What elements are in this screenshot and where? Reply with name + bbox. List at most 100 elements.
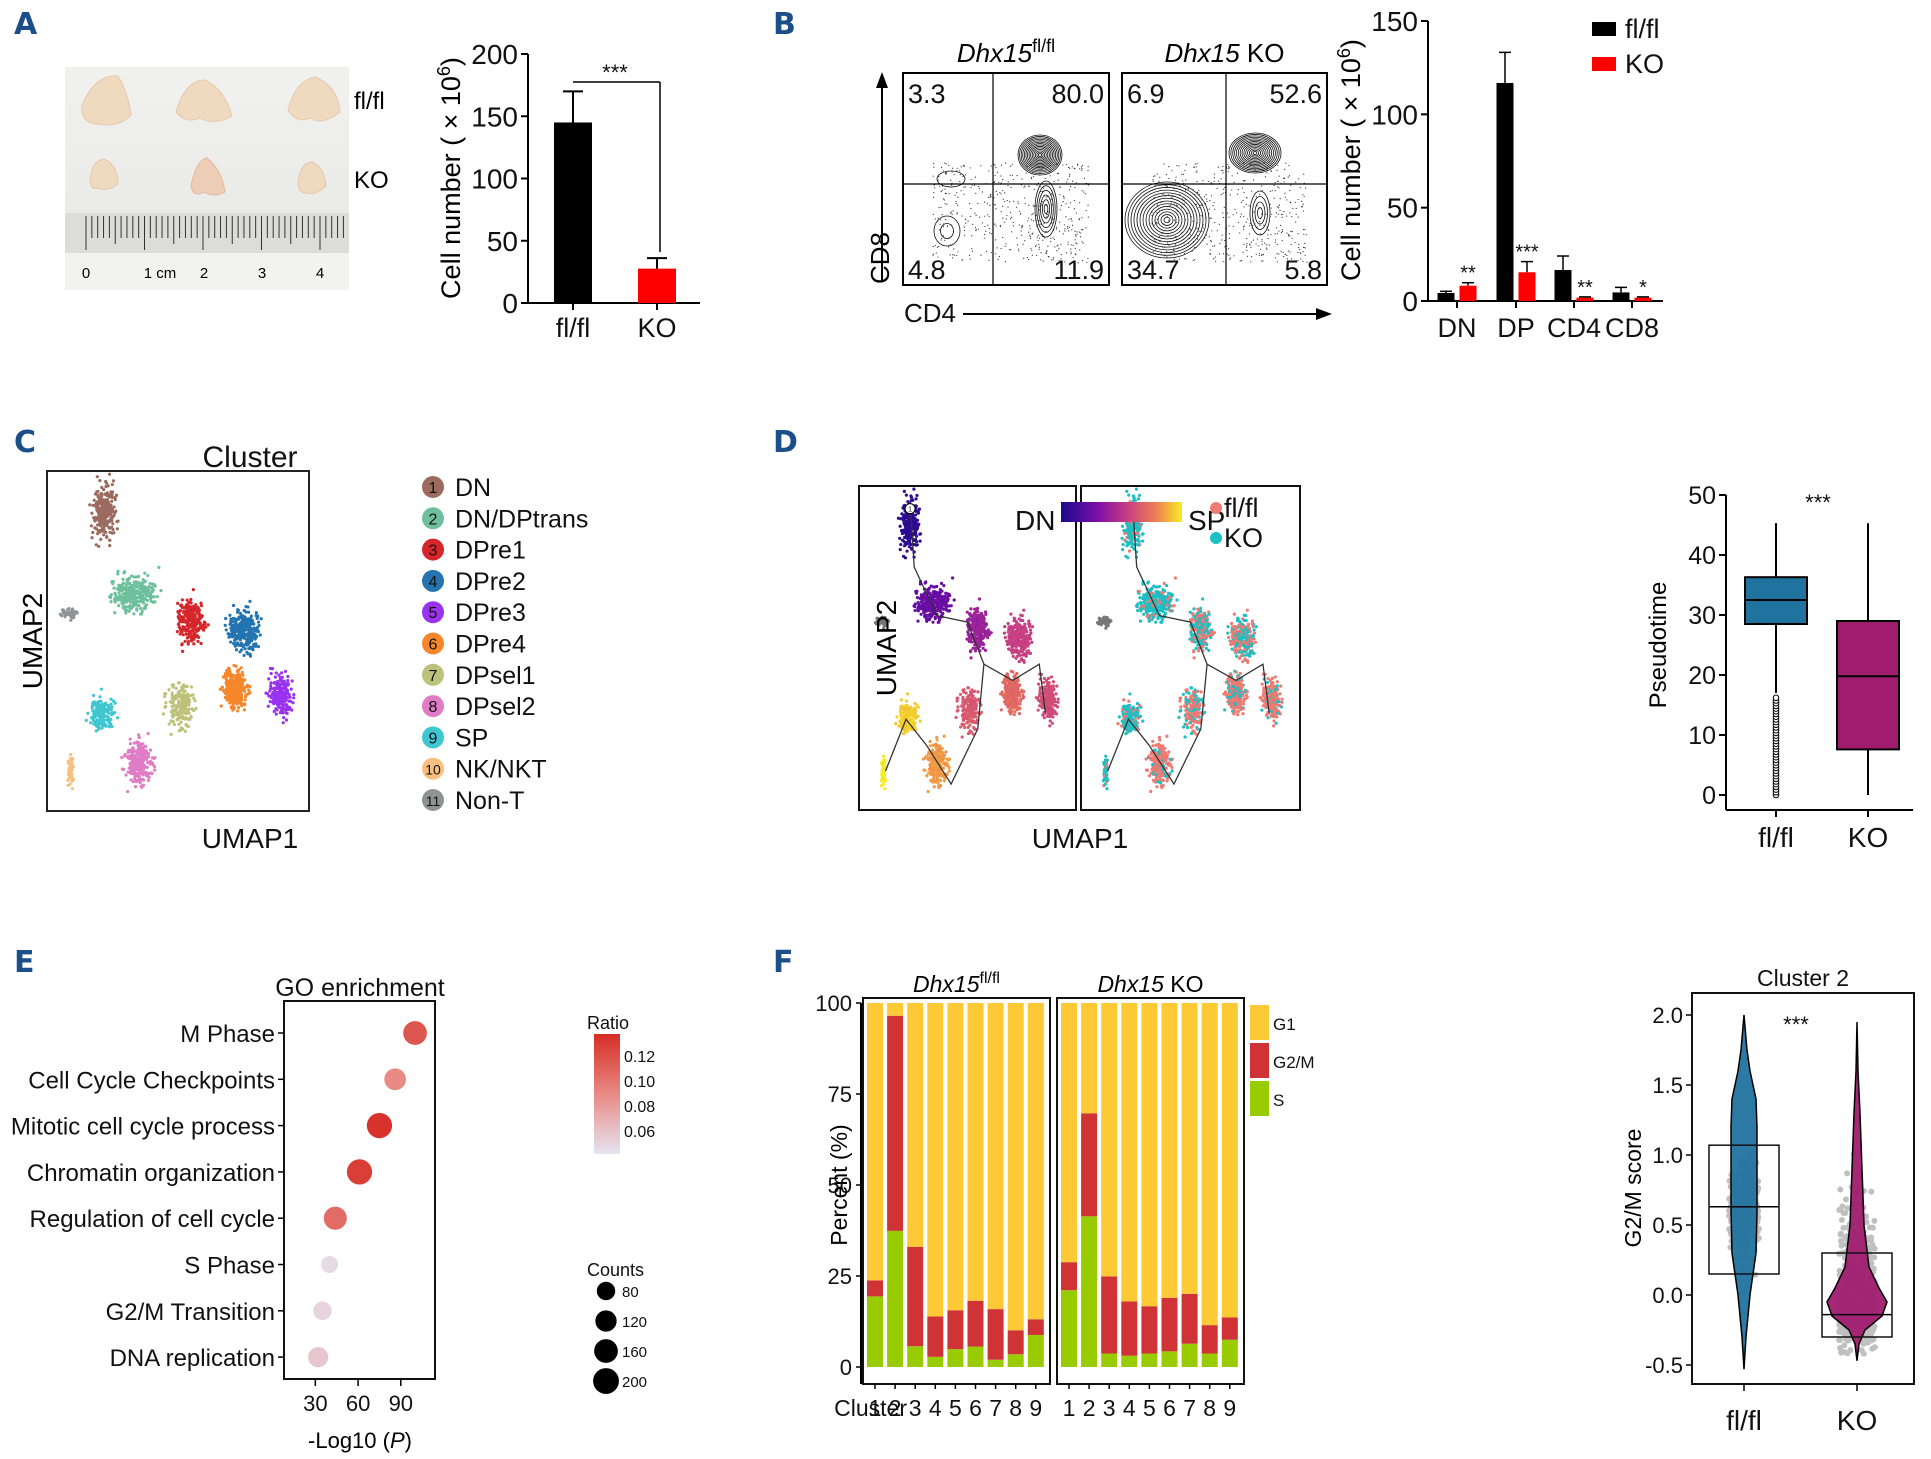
- umap-point: [237, 693, 241, 697]
- umap-point: [196, 639, 200, 643]
- flow-event: [1080, 166, 1083, 168]
- umap-point: [275, 680, 280, 684]
- flow-event: [1264, 176, 1267, 178]
- flow-event: [1033, 175, 1035, 178]
- umap-point: [157, 565, 161, 570]
- umap-point: [235, 675, 239, 680]
- flow-event: [1059, 221, 1061, 223]
- umap-point: [171, 719, 175, 724]
- umap-point: [272, 680, 277, 685]
- umap-point: [121, 586, 125, 591]
- flow-event: [1303, 233, 1305, 235]
- flow-event: [944, 203, 946, 205]
- umap-point: [137, 733, 141, 737]
- flow-event: [1231, 175, 1233, 177]
- umap-point: [286, 679, 290, 683]
- umap-point: [1046, 681, 1050, 685]
- flow-event: [1155, 222, 1158, 224]
- flow-event: [1274, 257, 1277, 259]
- flow-event: [952, 254, 954, 256]
- umap-point: [229, 617, 233, 621]
- flow-event: [1056, 250, 1058, 252]
- flow-event: [1010, 218, 1012, 220]
- flow-event: [933, 163, 935, 165]
- umap-point: [96, 703, 100, 707]
- flow-event: [1007, 185, 1009, 187]
- flow-event: [1243, 206, 1245, 208]
- umap-point: [1056, 700, 1060, 704]
- flow-event: [1075, 212, 1078, 214]
- flow-event: [1185, 163, 1187, 166]
- y-axis-label: Cell number ( × 106): [1334, 39, 1366, 281]
- umap-point: [942, 584, 946, 588]
- flow-event: [1153, 239, 1155, 241]
- umap-point: [280, 671, 284, 675]
- umap-point: [106, 703, 110, 708]
- umap-point: [1050, 709, 1055, 713]
- umap-point: [68, 782, 72, 786]
- flow-event: [941, 189, 943, 191]
- umap-point: [237, 625, 241, 629]
- umap-point: [934, 590, 938, 594]
- flow-event: [1078, 219, 1080, 221]
- umap-point: [179, 720, 183, 724]
- umap-point: [114, 493, 119, 497]
- umap-point: [948, 594, 952, 598]
- umap-point: [171, 696, 176, 700]
- umap-point: [187, 707, 191, 711]
- flow-event: [1030, 247, 1032, 249]
- umap-point: [911, 514, 915, 518]
- flow-event: [1081, 241, 1083, 243]
- umap-point: [105, 522, 109, 526]
- flow-event: [1248, 205, 1250, 207]
- flow-event: [1023, 197, 1026, 199]
- umap-point: [935, 600, 939, 605]
- flow-event: [1297, 198, 1299, 201]
- flow-event: [980, 254, 982, 256]
- flow-event: [1023, 186, 1025, 188]
- flow-event: [1029, 236, 1031, 238]
- flow-event: [1024, 240, 1026, 242]
- umap-point: [93, 519, 97, 523]
- thymus-flfl-3: [287, 76, 341, 122]
- flow-event: [1287, 250, 1290, 252]
- umap-point: [226, 670, 230, 675]
- umap-point: [109, 702, 113, 706]
- umap-point: [96, 700, 100, 705]
- flow-event: [1060, 258, 1062, 260]
- flow-event: [1249, 233, 1251, 235]
- umap-point: [147, 771, 152, 775]
- flow-event: [1067, 178, 1069, 180]
- umap-point: [137, 591, 141, 595]
- umap-point: [69, 752, 73, 757]
- panel-letter-e: E: [14, 945, 35, 980]
- flow-event: [1182, 173, 1185, 176]
- flow-event: [1174, 179, 1177, 181]
- flow-event: [1262, 254, 1265, 256]
- flow-event: [1280, 250, 1282, 252]
- flow-event: [1087, 257, 1089, 260]
- flow-event: [995, 239, 997, 241]
- umap-point: [173, 713, 177, 717]
- flow-event: [1059, 230, 1061, 232]
- umap-point: [113, 701, 117, 705]
- flow-event: [1152, 179, 1154, 181]
- umap-point: [134, 596, 138, 600]
- flow-event: [969, 258, 971, 260]
- umap-point: [197, 614, 202, 618]
- flow-event: [1275, 216, 1277, 218]
- thymus-flfl-2: [175, 79, 233, 122]
- umap-point: [965, 610, 969, 614]
- flow-event: [1278, 204, 1280, 206]
- y-tick-label: 150: [471, 101, 518, 132]
- umap-point: [1002, 631, 1007, 635]
- umap-point: [141, 750, 145, 754]
- flow-event: [1028, 234, 1031, 236]
- umap-point: [132, 612, 136, 616]
- flow-event: [957, 196, 959, 198]
- umap-point: [128, 590, 132, 594]
- flow-event: [1075, 242, 1077, 244]
- umap-point: [183, 689, 187, 693]
- umap-point: [179, 695, 184, 700]
- flow-event: [1269, 203, 1271, 205]
